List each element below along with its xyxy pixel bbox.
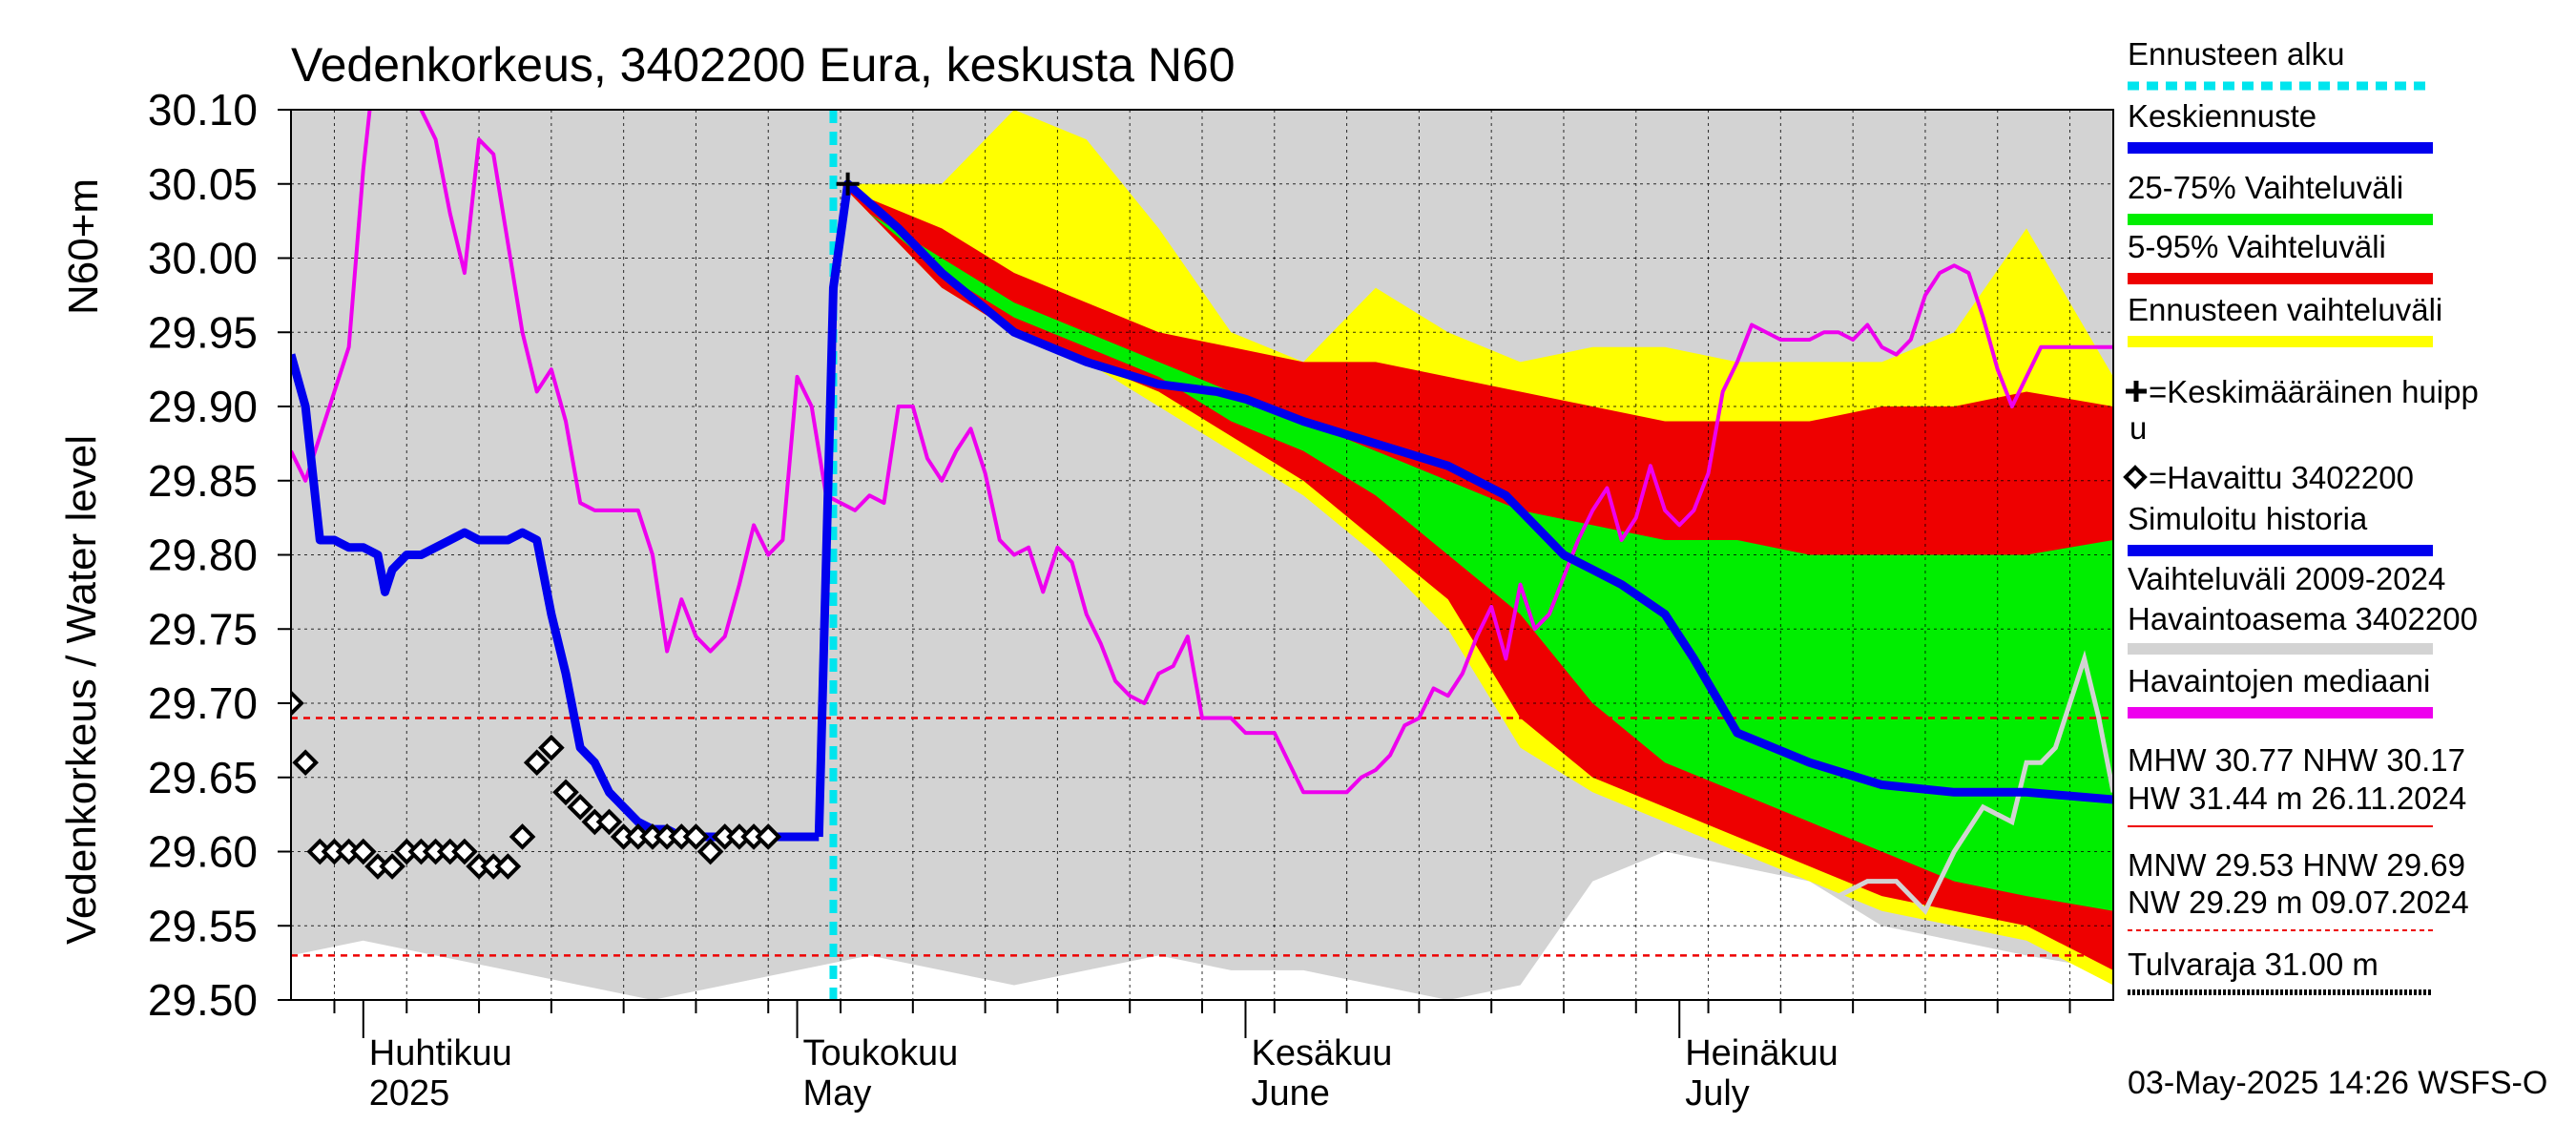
grid-layer	[291, 110, 2113, 1000]
y-tick-label: 29.90	[148, 382, 258, 431]
legend-label: =Havaittu 3402200	[2149, 460, 2414, 495]
stats-line: MNW 29.53 HNW 29.69	[2128, 847, 2465, 883]
y-tick-label: 29.70	[148, 678, 258, 728]
observed-point-diamond	[349, 838, 377, 865]
x-month-label: Toukokuu	[803, 1033, 959, 1073]
series-observed-median-line	[291, 110, 2113, 795]
footer-timestamp: 03-May-2025 14:26 WSFS-O	[2128, 1065, 2547, 1101]
observed-point-diamond	[552, 779, 579, 806]
legend-label-continued: Havaintoasema 3402200	[2128, 601, 2478, 636]
x-month-label: Kesäkuu	[1251, 1033, 1392, 1073]
observed-point-diamond	[696, 838, 724, 865]
y-tick-label: 29.75	[148, 604, 258, 654]
x-month-label: Huhtikuu	[369, 1033, 512, 1073]
legend-label: Keskiennuste	[2128, 98, 2316, 134]
y-tick-label: 30.05	[148, 159, 258, 209]
stats-line: MHW 30.77 NHW 30.17	[2128, 742, 2465, 778]
plot-area	[291, 110, 2113, 1000]
legend-swatch-plus	[2126, 381, 2147, 402]
chart-title: Vedenkorkeus, 3402200 Eura, keskusta N60	[291, 38, 1236, 92]
y-tick-label: 29.55	[148, 901, 258, 950]
y-axis-label: Vedenkorkeus / Water level	[58, 435, 105, 945]
legend-label: Havaintojen mediaani	[2128, 663, 2430, 698]
stats-line: NW 29.29 m 09.07.2024	[2128, 885, 2469, 920]
observed-point-diamond	[523, 749, 551, 777]
legend: Ennusteen alku Keskiennuste 25-75% Vaihtel…	[2123, 36, 2479, 718]
observed-point-diamond	[451, 838, 478, 865]
observed-point-diamond	[379, 853, 405, 880]
legend-label-continued: u	[2129, 410, 2147, 446]
observed-point-diamond	[595, 808, 623, 836]
forecast-25-75-band-green	[775, 183, 2113, 911]
stats-line: Tulvaraja 31.00 m	[2128, 947, 2379, 982]
mean-peak-marker	[836, 172, 860, 196]
observed-point-diamond	[292, 749, 319, 777]
y-tick-label: 29.50	[148, 975, 258, 1025]
legend-swatch-diamond	[2123, 465, 2148, 489]
observed-point-diamond	[494, 853, 522, 880]
y-tick-label: 29.60	[148, 827, 258, 877]
legend-label: 5-95% Vaihteluväli	[2128, 229, 2386, 264]
forecast-band-layer	[775, 110, 2113, 986]
x-month-label: Heinäkuu	[1685, 1033, 1839, 1073]
observed-point-diamond	[567, 794, 594, 821]
observed-point-diamond	[509, 823, 536, 850]
x-month-sublabel: June	[1251, 1073, 1329, 1114]
x-month-sublabel: 2025	[369, 1073, 450, 1114]
series-mean-forecast-line	[814, 179, 2113, 838]
y-tick-label: 29.95	[148, 307, 258, 357]
x-month-sublabel: July	[1685, 1073, 1750, 1114]
y-tick-label: 30.10	[148, 85, 258, 135]
observed-point-diamond	[682, 823, 710, 850]
y-tick-label: 29.65	[148, 753, 258, 802]
legend-label: =Keskimääräinen huipp	[2149, 374, 2479, 409]
y-axis-unit-label: N60+m	[60, 178, 107, 315]
y-tick-label: 29.85	[148, 456, 258, 506]
legend-label: Ennusteen vaihteluväli	[2128, 292, 2442, 327]
legend-label: Ennusteen alku	[2128, 36, 2345, 72]
observed-point-diamond	[291, 690, 304, 717]
y-tick-label: 29.80	[148, 531, 258, 580]
legend-label: Vaihteluväli 2009-2024	[2128, 561, 2445, 596]
marker-layer	[291, 172, 860, 880]
x-month-sublabel: May	[803, 1073, 872, 1114]
y-tick-labels: 29.50 29.55 29.60 29.65 29.70 29.75 29.80 29.85…	[148, 85, 291, 1025]
legend-label: 25-75% Vaihteluväli	[2128, 170, 2403, 205]
y-tick-label: 30.00	[148, 234, 258, 283]
observed-point-diamond	[755, 823, 782, 850]
legend-label: Simuloitu historia	[2128, 501, 2368, 536]
observed-point-diamond	[538, 734, 565, 761]
stats-line: HW 31.44 m 26.11.2024	[2128, 781, 2466, 816]
